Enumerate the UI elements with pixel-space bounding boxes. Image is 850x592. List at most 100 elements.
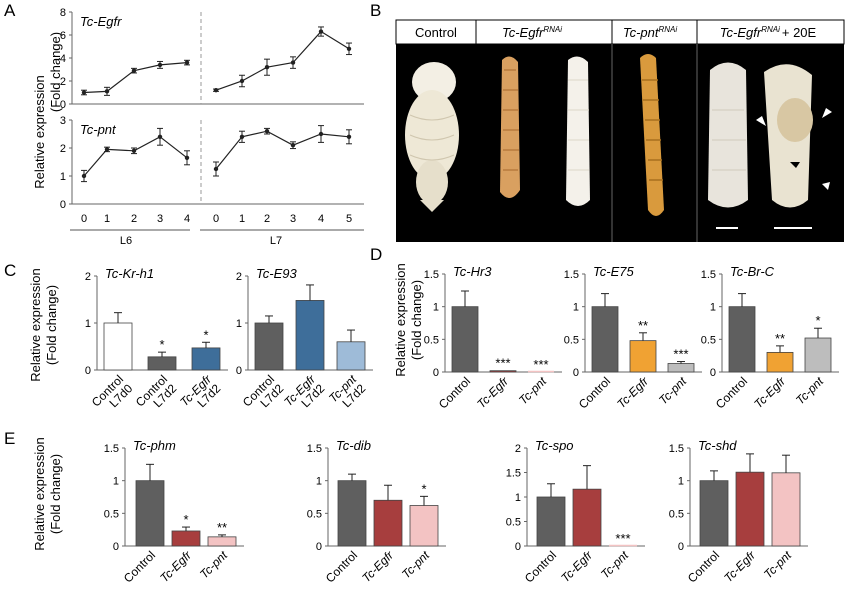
data-point bbox=[318, 29, 324, 34]
arrow-icon bbox=[756, 116, 766, 126]
data-point bbox=[104, 89, 110, 94]
bar bbox=[135, 480, 165, 547]
bar bbox=[451, 306, 479, 373]
significance-label: *** bbox=[495, 356, 510, 371]
x-category-label-line: Control bbox=[576, 374, 613, 411]
x-category-label-line: Tc-pnt bbox=[598, 548, 632, 582]
significance-label: * bbox=[183, 512, 188, 527]
bar bbox=[409, 505, 439, 547]
data-point bbox=[290, 143, 296, 148]
x-category-label: Tc-pnt bbox=[761, 548, 795, 582]
x-category-label-line: Control bbox=[522, 548, 559, 585]
y-tick-label: 0 bbox=[573, 367, 579, 379]
photo-header-bar bbox=[395, 19, 845, 45]
y-tick-label: 1.5 bbox=[564, 269, 579, 281]
y-tick-label: 0.5 bbox=[564, 334, 579, 346]
y-tick-label: 3 bbox=[60, 115, 66, 127]
bar bbox=[667, 363, 695, 373]
x-category-label-line: Tc-pnt bbox=[516, 374, 550, 408]
x-category-label: Control bbox=[685, 548, 722, 585]
y-tick-label: 8 bbox=[60, 7, 66, 19]
series-line bbox=[83, 62, 188, 94]
bar bbox=[572, 488, 602, 547]
x-tick-label: 3 bbox=[290, 213, 296, 225]
x-tick-label: 2 bbox=[264, 213, 270, 225]
significance-label: *** bbox=[533, 357, 548, 372]
x-category-label: Tc-Egfr bbox=[474, 374, 512, 412]
bar bbox=[591, 306, 619, 373]
chart-title: Tc-E75 bbox=[593, 264, 634, 279]
x-category-label: Tc-EgfrL7d2 bbox=[177, 372, 224, 419]
x-category-label-line: Control bbox=[685, 548, 722, 585]
y-tick-label: 0 bbox=[236, 365, 242, 377]
x-tick-label: 2 bbox=[131, 213, 137, 225]
pupa-control-photo bbox=[405, 62, 459, 212]
data-point bbox=[81, 90, 87, 95]
bar bbox=[191, 347, 221, 371]
chart-title: Tc-shd bbox=[698, 438, 737, 453]
data-point bbox=[157, 62, 163, 68]
y-tick-label: 0 bbox=[316, 541, 322, 553]
x-category-label: Tc-Egfr bbox=[751, 374, 789, 412]
panel-b-photos: Control Tc-EgfrRNAi Tc-pntRNAi Tc-EgfrRN… bbox=[395, 19, 845, 242]
y-tick-label: 0 bbox=[60, 199, 66, 211]
larva-white-photo bbox=[566, 56, 590, 206]
y-tick-label: 0 bbox=[678, 541, 684, 553]
x-category-label: Control bbox=[576, 374, 613, 411]
y-tick-label: 0.5 bbox=[104, 508, 119, 520]
x-category-label-line: Tc-Egfr bbox=[614, 374, 652, 412]
x-category-label: Control bbox=[713, 374, 750, 411]
panel-letter-e: E bbox=[4, 429, 15, 448]
bar bbox=[629, 340, 657, 373]
data-point bbox=[131, 68, 137, 73]
pupa-egfr-20e-photo-2 bbox=[756, 64, 832, 229]
series-line bbox=[83, 136, 188, 177]
panel-e-ylabel-2: (Fold change) bbox=[48, 454, 63, 534]
bar bbox=[699, 480, 729, 547]
panel-a-ylabel-1: Relative expression bbox=[32, 75, 47, 188]
header-pnt-rnai: Tc-pntRNAi bbox=[623, 25, 678, 40]
panel-d-ylabel-2: (Fold change) bbox=[409, 280, 424, 360]
data-point bbox=[239, 78, 245, 84]
y-tick-label: 0.5 bbox=[424, 334, 439, 346]
x-category-label: Tc-pnt bbox=[516, 374, 550, 408]
x-category-label: Tc-Egfr bbox=[721, 548, 759, 586]
x-category-label: Tc-Egfr bbox=[558, 548, 596, 586]
y-tick-label: 0 bbox=[710, 367, 716, 379]
data-point bbox=[104, 147, 110, 152]
significance-label: ** bbox=[217, 520, 227, 535]
bar bbox=[771, 472, 801, 547]
x-category-label-line: Tc-pnt bbox=[656, 374, 690, 408]
x-category-label-line: Tc-pnt bbox=[197, 548, 231, 582]
x-category-label-line: Control bbox=[436, 374, 473, 411]
larva-egfr-rnai-photo bbox=[500, 56, 520, 199]
y-tick-label: 0 bbox=[515, 541, 521, 553]
panel-letter-b: B bbox=[370, 1, 381, 20]
data-point bbox=[264, 65, 270, 70]
data-point bbox=[346, 134, 352, 139]
bar bbox=[336, 341, 366, 371]
significance-label: *** bbox=[673, 347, 688, 362]
bar bbox=[254, 322, 284, 371]
x-category-label-line: Tc-pnt bbox=[399, 548, 433, 582]
x-category-label: ControlL7d2 bbox=[240, 372, 287, 419]
x-tick-label: 4 bbox=[184, 213, 190, 225]
y-tick-label: 1.5 bbox=[424, 269, 439, 281]
x-category-label-line: Tc-Egfr bbox=[474, 374, 512, 412]
bar bbox=[207, 536, 237, 547]
y-tick-label: 1.5 bbox=[104, 443, 119, 455]
y-tick-label: 0 bbox=[433, 367, 439, 379]
x-category-label-line: Tc-Egfr bbox=[751, 374, 789, 412]
y-tick-label: 1 bbox=[710, 302, 716, 314]
y-tick-label: 1 bbox=[678, 476, 684, 488]
arrowhead-icon bbox=[790, 162, 800, 168]
data-point bbox=[213, 88, 219, 93]
x-tick-label: 0 bbox=[213, 213, 219, 225]
bar bbox=[147, 356, 177, 371]
bar bbox=[735, 471, 765, 547]
stage-label-l7: L7 bbox=[270, 235, 282, 247]
x-category-label-line: Tc-pnt bbox=[761, 548, 795, 582]
y-tick-label: 0.5 bbox=[506, 517, 521, 529]
chart-title: Tc-Br-C bbox=[730, 264, 775, 279]
